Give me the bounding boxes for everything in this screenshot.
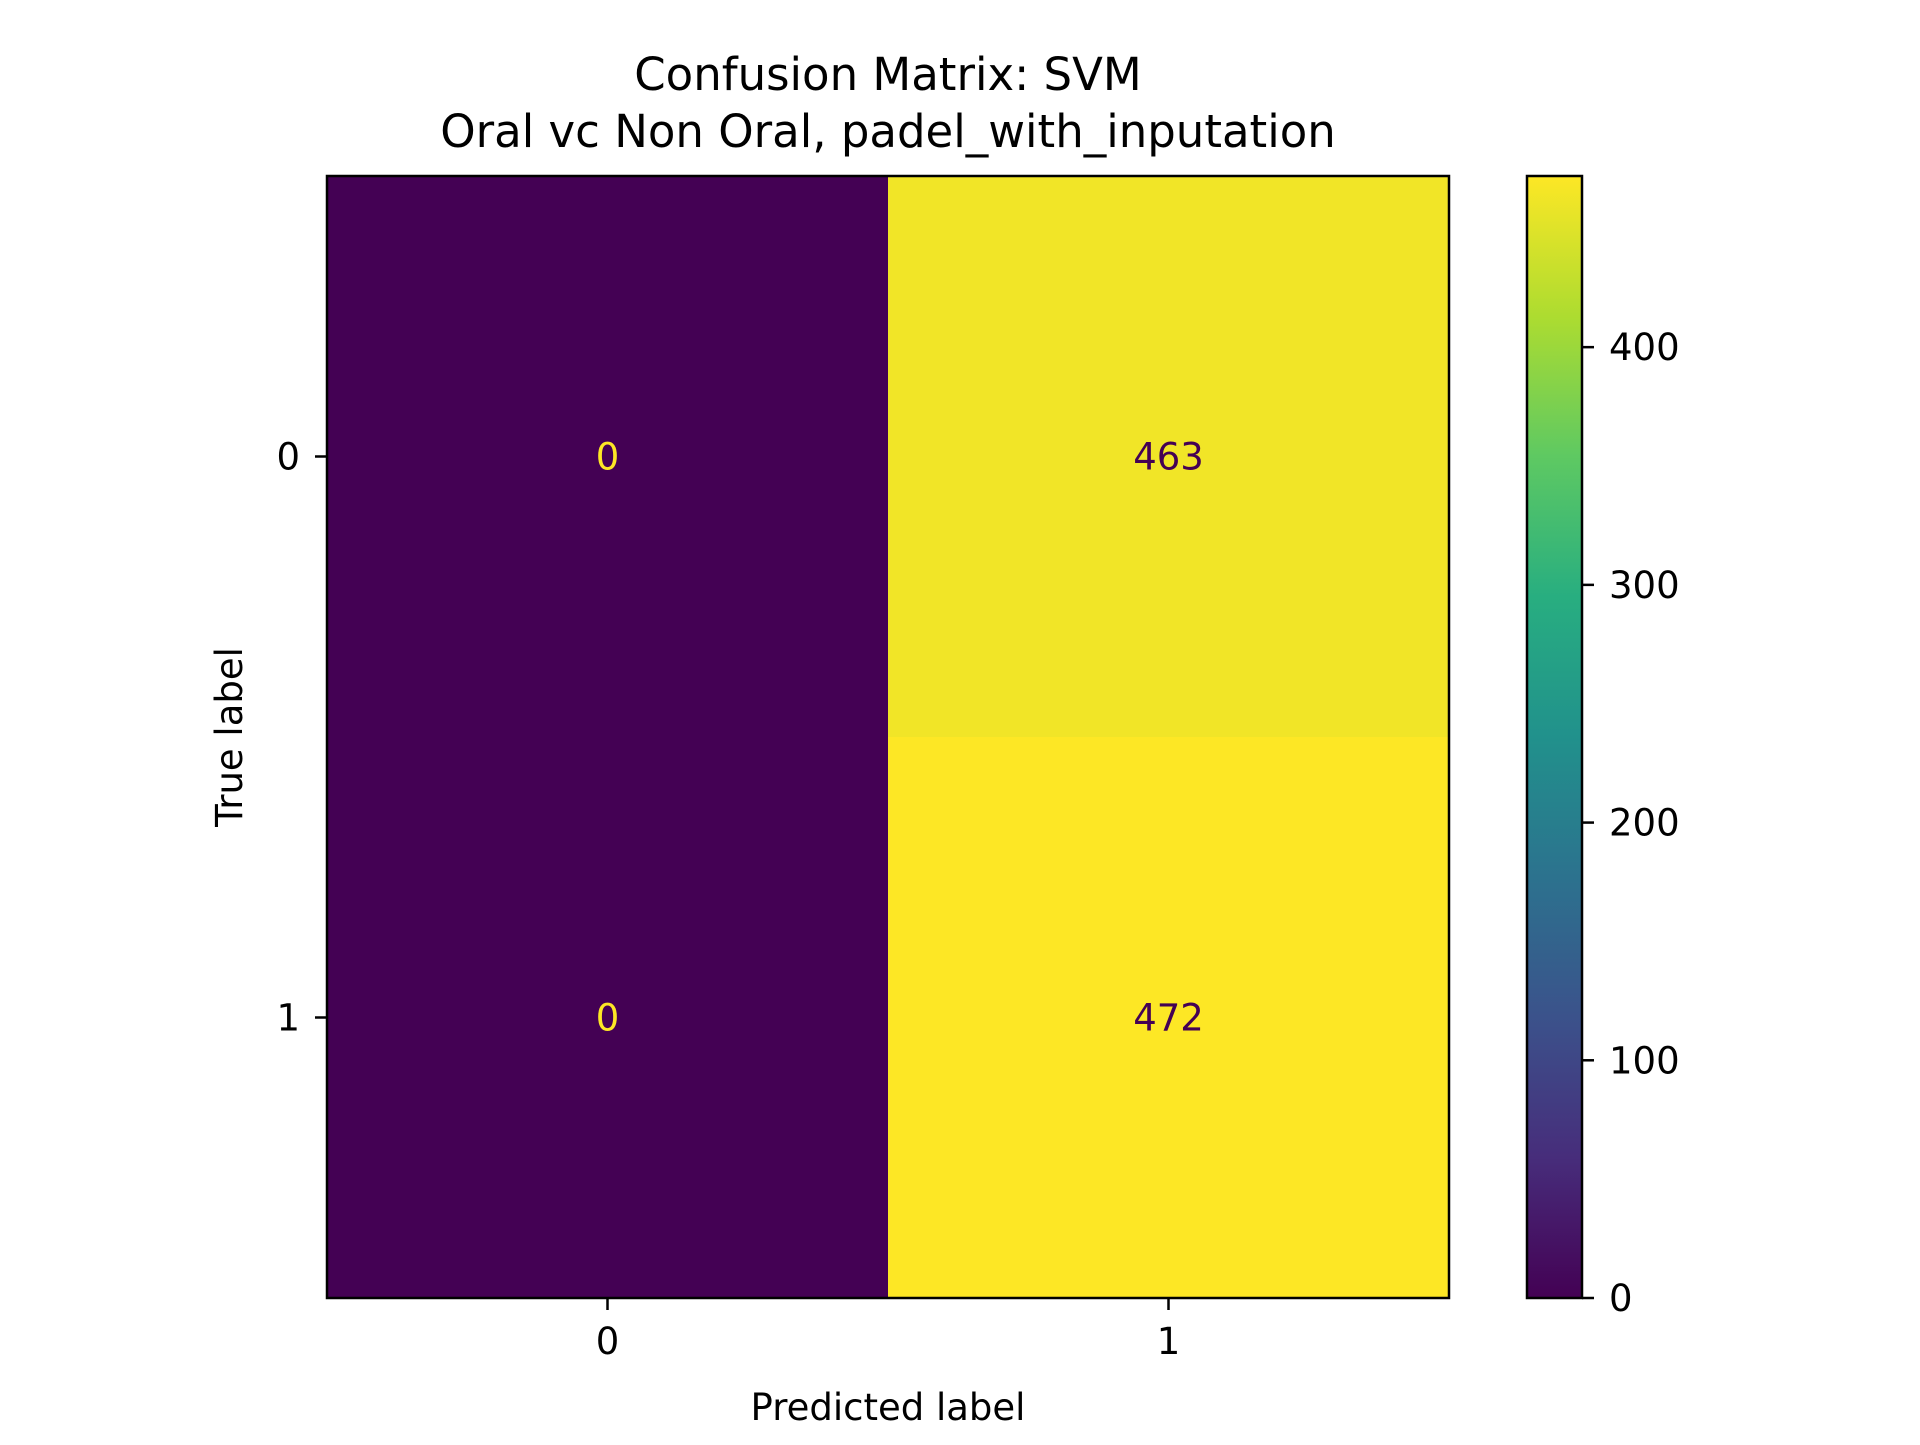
cell-value-r1-c1: 472 <box>1133 997 1204 1040</box>
matrix-cells <box>327 176 1450 1299</box>
y-tick-label-0: 0 <box>276 436 300 479</box>
matrix-cell-r0-c1 <box>888 176 1450 738</box>
y-axis-label: True label <box>208 647 251 828</box>
y-axis-ticks: 01 <box>276 436 327 1040</box>
chart-title: Confusion Matrix: SVM <box>634 48 1141 101</box>
colorbar <box>1525 174 1584 1300</box>
colorbar-ticks: 0 100 200 300 400 <box>1582 326 1680 1320</box>
y-tick-label-1: 1 <box>276 997 300 1040</box>
colorbar-tick-label-0: 0 <box>1609 1277 1633 1320</box>
matrix-cell-r1-c1 <box>888 737 1450 1299</box>
x-tick-label-0: 0 <box>596 1320 620 1363</box>
matrix-cell-r0-c0 <box>327 176 889 738</box>
chart-subtitle: Oral vc Non Oral, padel_with_inputation <box>440 105 1336 158</box>
plot-frame <box>325 174 1451 1300</box>
cell-value-r0-c0: 0 <box>596 436 620 479</box>
x-tick-label-1: 1 <box>1157 1320 1181 1363</box>
cell-value-r0-c1: 463 <box>1133 436 1204 479</box>
colorbar-tick-label-300: 300 <box>1609 564 1680 607</box>
colorbar-tick-label-400: 400 <box>1609 326 1680 369</box>
x-axis-label: Predicted label <box>751 1386 1026 1429</box>
colorbar-tick-label-200: 200 <box>1609 802 1680 845</box>
colorbar-tick-label-100: 100 <box>1609 1039 1680 1082</box>
cell-value-r1-c0: 0 <box>596 997 620 1040</box>
matrix-cell-r1-c0 <box>327 737 889 1299</box>
matrix-cell-labels: 0 463 0 472 <box>596 436 1204 1040</box>
